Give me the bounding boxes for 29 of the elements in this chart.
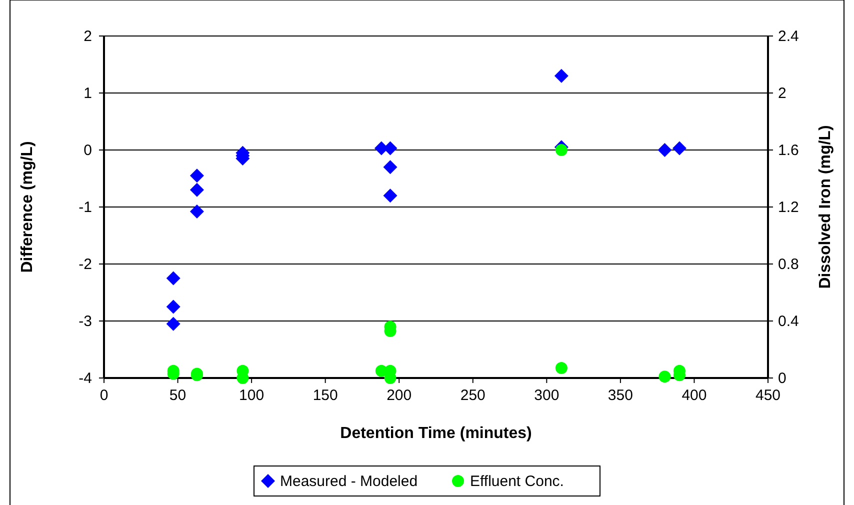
x-axis-title: Detention Time (minutes): [340, 425, 532, 442]
x-tick-label: 150: [312, 387, 338, 404]
y2-tick-label: 2: [778, 85, 786, 102]
x-tick-label: 450: [755, 387, 781, 404]
y-tick-label: -4: [78, 370, 92, 387]
legend-label: Effluent Conc.: [470, 473, 564, 490]
y2-tick-label: 0.4: [778, 313, 799, 330]
x-tick-label: 50: [169, 387, 186, 404]
x-tick-label: 400: [682, 387, 707, 404]
x-tick-label: 0: [100, 387, 108, 404]
y-tick-label: -2: [78, 256, 92, 273]
legend-label: Measured - Modeled: [280, 473, 418, 490]
x-tick-label: 200: [386, 387, 412, 404]
y-axis-title: Difference (mg/L): [19, 141, 36, 273]
y2-tick-label: 2.4: [778, 28, 799, 45]
y2-tick-label: 1.2: [778, 199, 799, 216]
y-tick-label: 1: [84, 85, 92, 102]
x-tick-label: 300: [534, 387, 560, 404]
y2-axis-title: Dissolved Iron (mg/L): [817, 125, 834, 289]
y2-tick-label: 0: [778, 370, 786, 387]
x-tick-label: 350: [608, 387, 633, 404]
y2-tick-label: 1.6: [778, 142, 799, 159]
x-tick-label: 100: [239, 387, 264, 404]
y-tick-label: -1: [78, 199, 92, 216]
y-tick-label: 2: [84, 28, 92, 45]
y2-tick-label: 0.8: [778, 256, 799, 273]
y-tick-label: 0: [84, 142, 92, 159]
y-tick-label: -3: [78, 313, 92, 330]
x-tick-label: 250: [460, 387, 486, 404]
